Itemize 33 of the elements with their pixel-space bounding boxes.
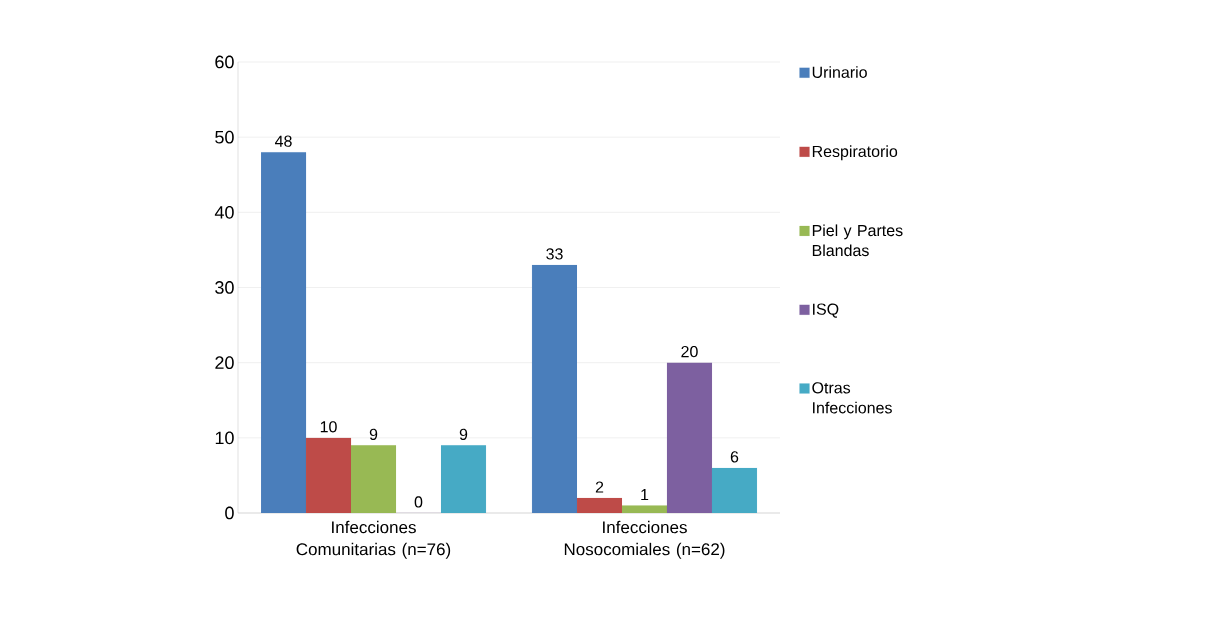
data-label: 6 <box>730 451 739 463</box>
y-tick-label: 60 <box>215 55 234 69</box>
data-label: 0 <box>414 496 423 508</box>
data-label: 9 <box>459 428 468 440</box>
y-tick-label: 50 <box>215 130 234 144</box>
data-label: 2 <box>595 481 604 493</box>
bar <box>440 445 487 513</box>
y-tick-label: 40 <box>214 205 234 219</box>
legend-label: Urinario <box>812 66 867 78</box>
bar <box>711 467 758 513</box>
legend-label: ISQ <box>813 303 839 318</box>
y-tick-label: 30 <box>215 281 234 294</box>
bar <box>350 445 397 513</box>
y-tick-label: 10 <box>215 431 234 445</box>
bar <box>305 437 352 513</box>
data-label: 9 <box>369 428 378 440</box>
legend-label: Otras Infecciones <box>812 382 892 414</box>
x-tick-label: Infecciones Comunitarias (n=76) <box>296 520 451 559</box>
x-tick-label: Infecciones Nosocomiales (n=62) <box>564 520 725 559</box>
legend-label: Respiratorio <box>812 145 898 161</box>
data-label: 20 <box>681 345 698 358</box>
bar <box>531 264 578 513</box>
data-label: 33 <box>546 248 563 260</box>
bar <box>576 497 623 513</box>
y-tick-label: 0 <box>225 506 234 520</box>
data-label: 48 <box>274 135 292 147</box>
y-tick-label: 20 <box>215 356 234 370</box>
legend-label: Piel y Partes Blandas <box>812 224 903 257</box>
bar <box>260 152 307 513</box>
data-label: 1 <box>641 489 649 501</box>
data-label: 10 <box>320 421 337 433</box>
bar <box>666 362 713 513</box>
bar <box>621 505 668 513</box>
